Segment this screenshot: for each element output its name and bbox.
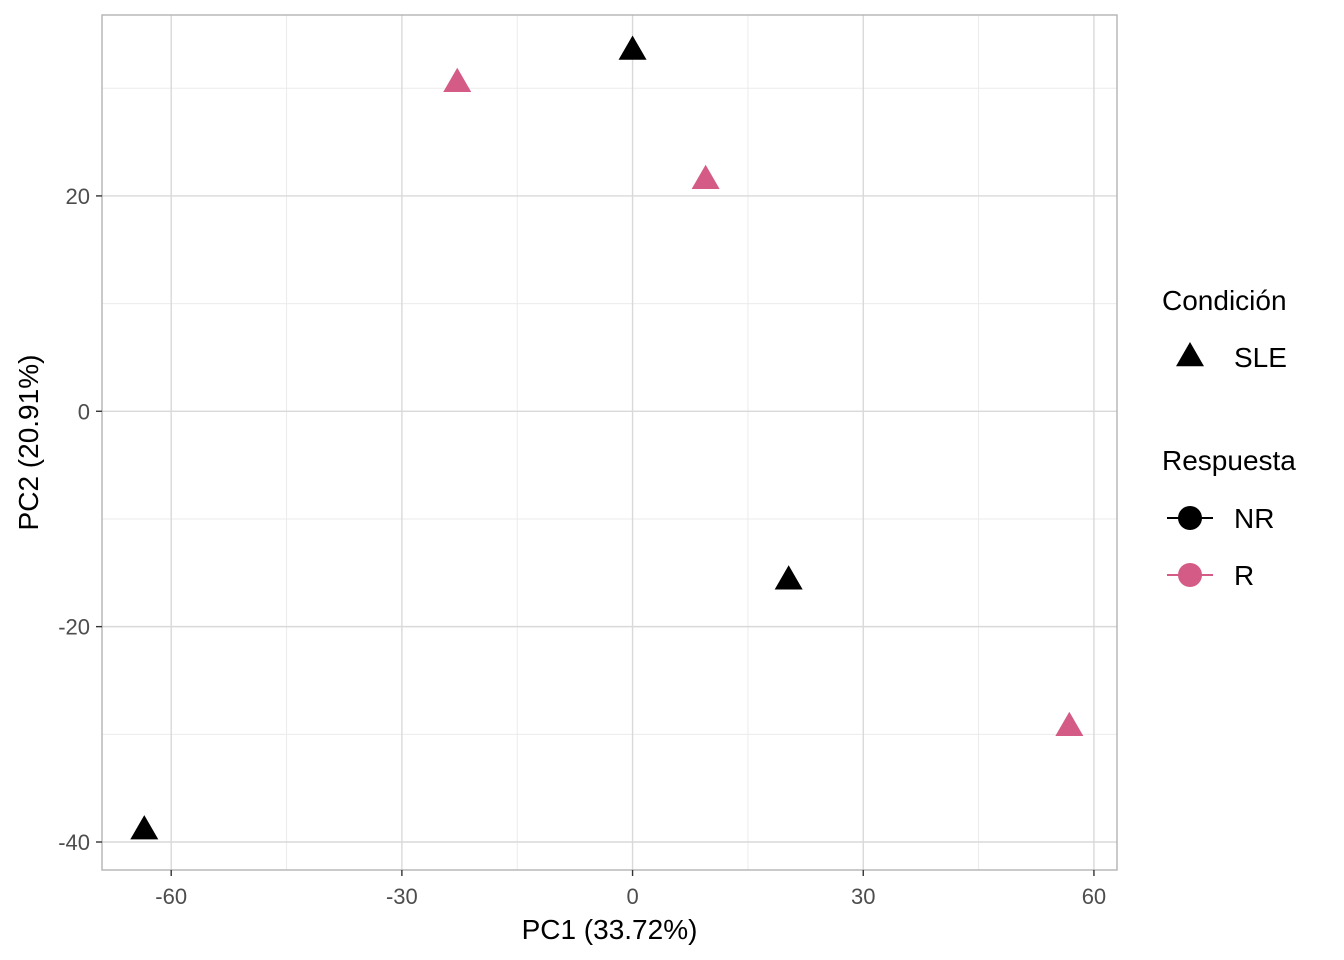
legend-label-r: R bbox=[1234, 560, 1254, 591]
y-tick-label: -20 bbox=[58, 615, 90, 640]
grid-lines bbox=[102, 15, 1117, 870]
y-tick-label: 20 bbox=[66, 184, 90, 209]
y-tick-label: 0 bbox=[78, 399, 90, 424]
x-axis-title: PC1 (33.72%) bbox=[522, 914, 698, 945]
legend-key-triangle-icon bbox=[1176, 341, 1204, 367]
legend-label-sle: SLE bbox=[1234, 342, 1287, 373]
data-point-triangle bbox=[443, 67, 472, 93]
data-point-triangle bbox=[618, 35, 647, 60]
legend: Condición SLE Respuesta NR R bbox=[1162, 285, 1296, 591]
y-tick-label: -40 bbox=[58, 830, 90, 855]
legend-key-nr-circle-icon bbox=[1178, 506, 1202, 530]
data-point-triangle bbox=[130, 815, 159, 840]
x-tick-label: 30 bbox=[851, 884, 875, 909]
y-axis-title: PC2 (20.91%) bbox=[13, 355, 44, 531]
plot-panel-border bbox=[101, 14, 1118, 871]
axis-ticks: -60 -30 0 30 60 -40 -20 0 20 bbox=[58, 184, 1106, 909]
data-point-triangle bbox=[691, 164, 720, 189]
x-tick-label: -60 bbox=[155, 884, 187, 909]
legend-key-r-circle-icon bbox=[1178, 563, 1202, 587]
x-tick-label: -30 bbox=[386, 884, 418, 909]
legend-title-respuesta: Respuesta bbox=[1162, 445, 1296, 476]
legend-label-nr: NR bbox=[1234, 503, 1274, 534]
data-points bbox=[130, 35, 1084, 840]
x-tick-label: 0 bbox=[626, 884, 638, 909]
data-point-triangle bbox=[1055, 711, 1084, 736]
data-point-triangle bbox=[774, 565, 803, 590]
x-tick-label: 60 bbox=[1082, 884, 1106, 909]
legend-title-condicion: Condición bbox=[1162, 285, 1287, 316]
